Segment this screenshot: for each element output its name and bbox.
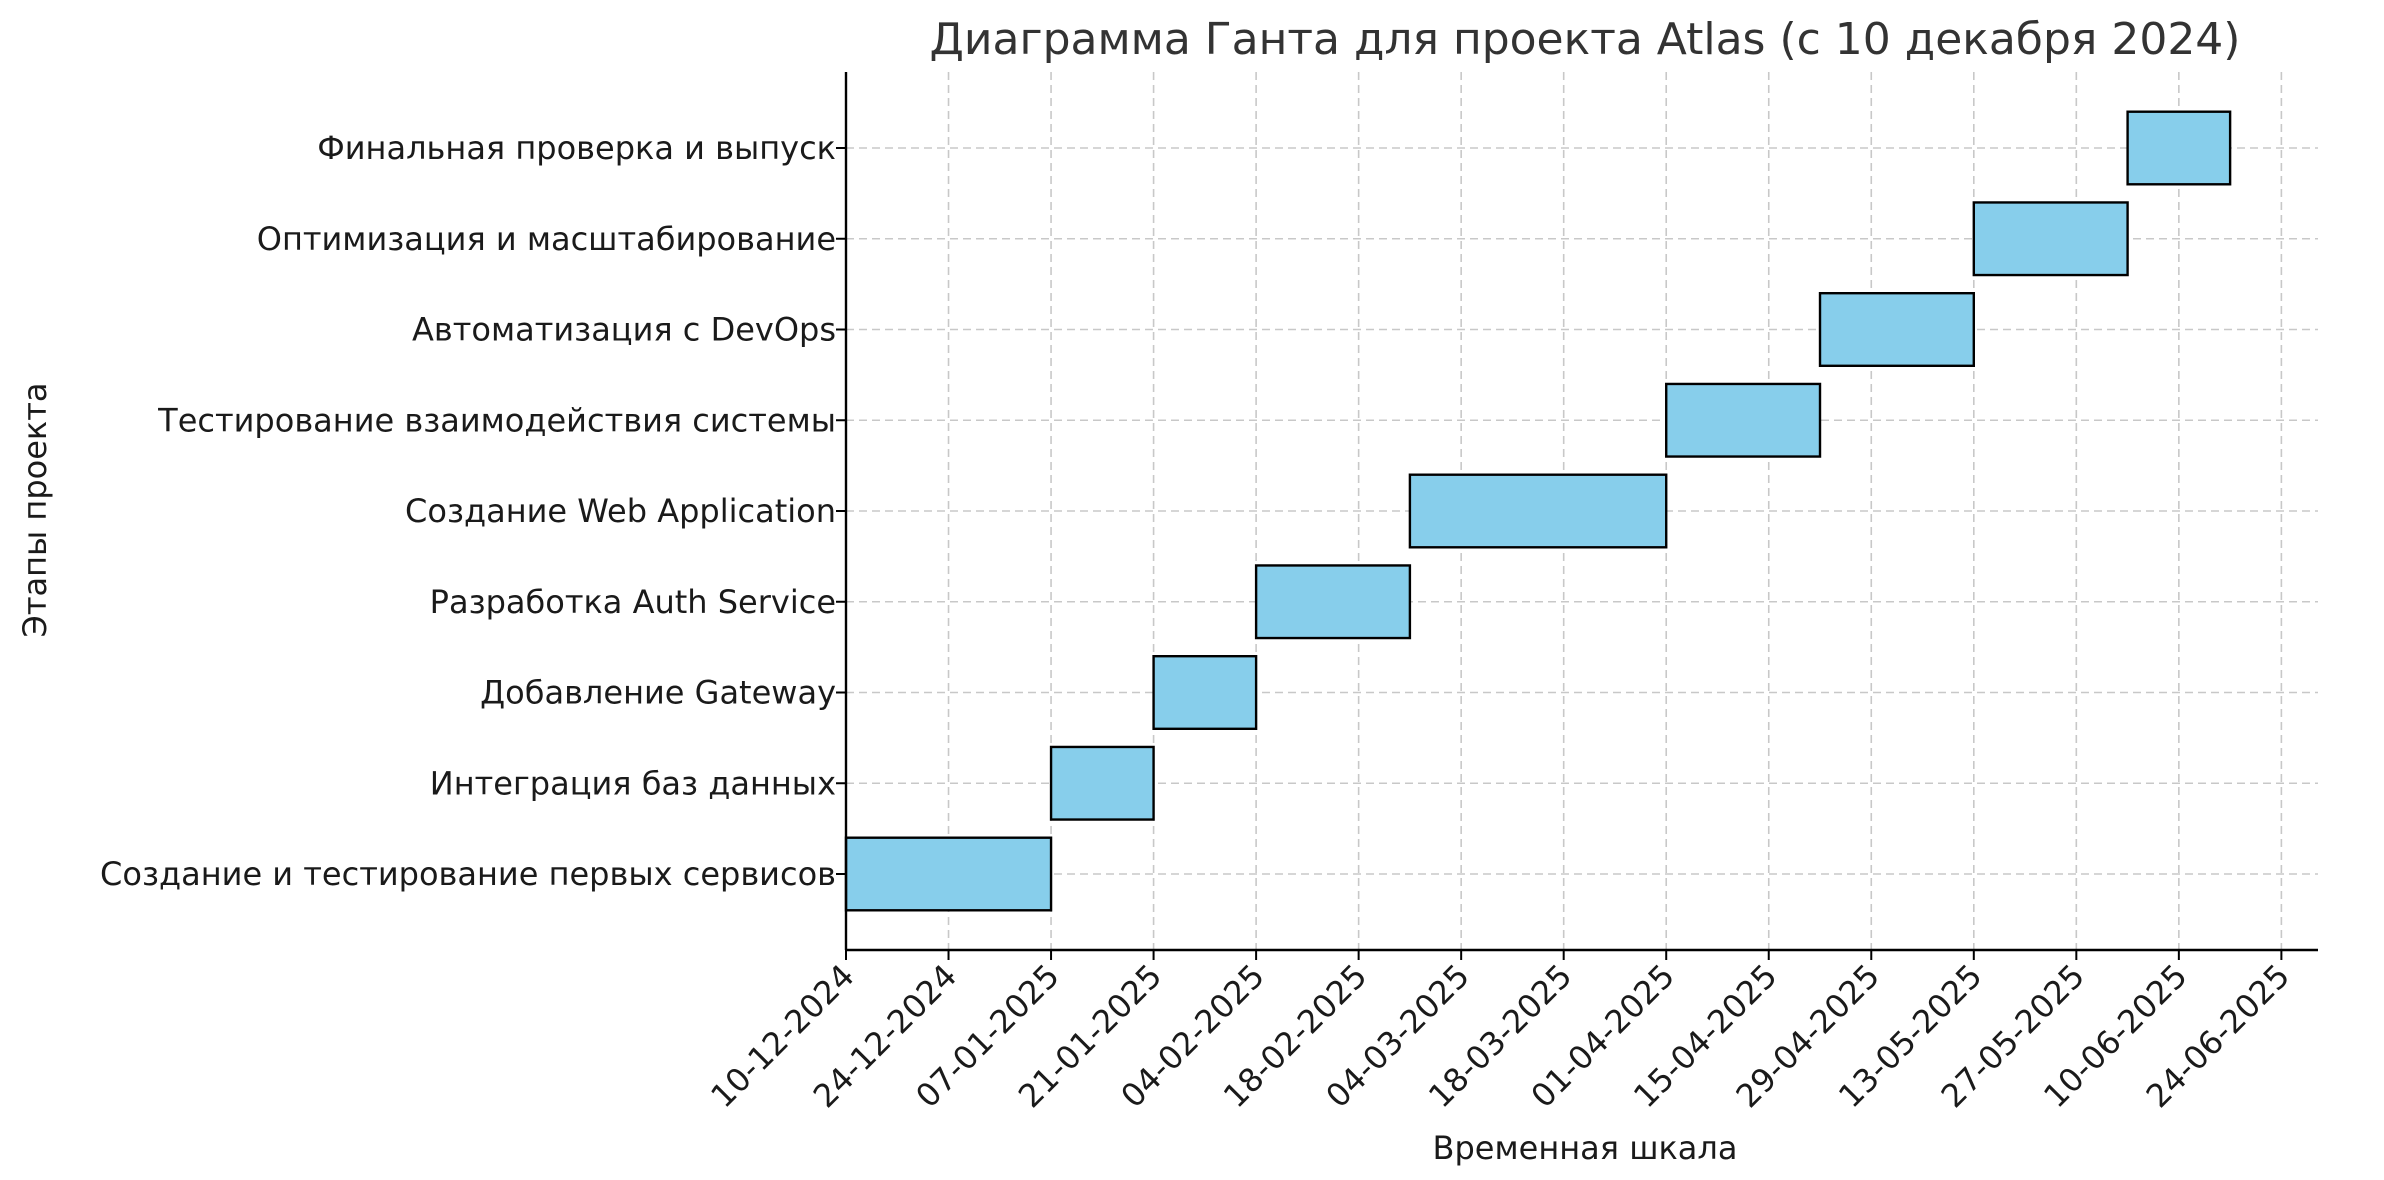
task-label: Финальная проверка и выпуск: [317, 129, 836, 167]
task-label: Разработка Auth Service: [430, 583, 836, 621]
task-label: Тестирование взаимодействия системы: [157, 401, 836, 439]
task-label: Создание Web Application: [405, 492, 836, 530]
gantt-bar: [1049, 745, 1155, 821]
gantt-bar: [1152, 655, 1258, 731]
gantt-bar: [2126, 110, 2232, 186]
task-label: Создание и тестирование первых сервисов: [100, 855, 836, 893]
task-label: Добавление Gateway: [480, 674, 836, 712]
gantt-bar: [1254, 564, 1412, 640]
chart-title: Диаграмма Ганта для проекта Atlas (с 10 …: [930, 14, 2241, 65]
axis-layer: [836, 72, 2318, 960]
y-axis-title: Этапы проекта: [16, 382, 54, 637]
task-label: Оптимизация и масштабирование: [257, 220, 836, 258]
task-label: Автоматизация с DevOps: [412, 311, 836, 349]
gantt-bar: [1818, 292, 1976, 368]
x-tick-labels: 10-12-202424-12-202407-01-202521-01-2025…: [703, 957, 2297, 1115]
task-labels: Создание и тестирование первых сервисов И…: [100, 129, 836, 893]
gantt-bar: [1408, 473, 1668, 549]
x-axis-title: Временная шкала: [1433, 1129, 1738, 1167]
task-label: Интеграция баз данных: [430, 764, 836, 802]
gantt-bar: [1972, 201, 2129, 277]
gantt-bar: [1665, 382, 1822, 458]
bar-layer: [844, 110, 2232, 912]
gantt-bar: [844, 836, 1053, 912]
